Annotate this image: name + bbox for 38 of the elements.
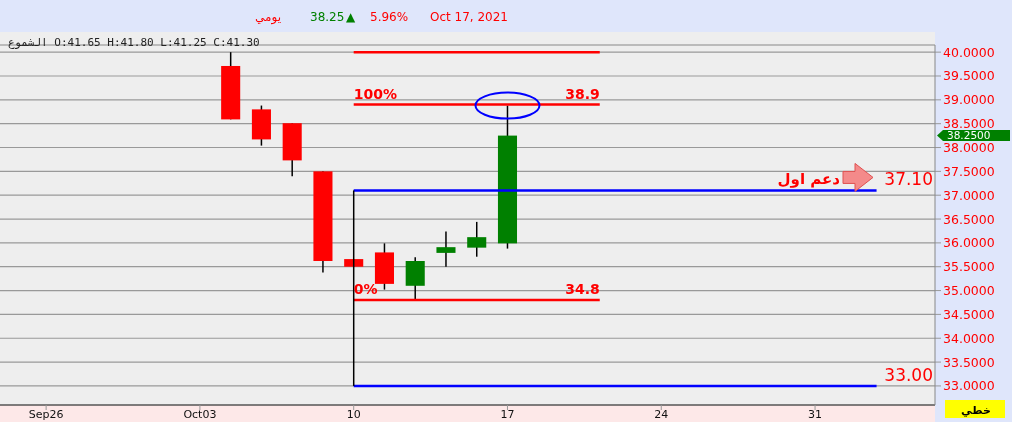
annotation: 0% [353, 281, 378, 298]
y-tick-label: 37.5000 [943, 163, 995, 179]
text: خطي [961, 404, 991, 417]
text: 5.96% [370, 10, 409, 24]
y-tick-label: 34.0000 [943, 330, 995, 346]
x-tick-label: Sep26 [28, 408, 64, 421]
x-tick-label: 24 [654, 408, 669, 421]
y-tick-label: 39.5000 [943, 68, 995, 84]
x-tick-label: Oct03 [183, 408, 217, 421]
annotation: 34.8 [565, 281, 600, 298]
y-tick-label: 36.0000 [943, 235, 995, 251]
x-tick-label: 31 [808, 408, 823, 421]
annotation: 37.10 [884, 169, 933, 189]
annotation: دعم اول [777, 170, 841, 189]
text: 38.2500 [947, 129, 991, 142]
y-tick-label: 36.5000 [943, 211, 995, 227]
y-tick-label: 33.5000 [943, 354, 995, 370]
y-tick-label: 40.0000 [943, 44, 995, 60]
y-tick-label: 37.0000 [943, 187, 995, 203]
candlestick [467, 221, 487, 258]
annotation: 100% [353, 85, 397, 102]
y-tick-label: 38.5000 [943, 116, 995, 132]
y-tick-label: 35.5000 [943, 259, 995, 275]
annotation: الشموع O:41.65 H:41.80 L:41.25 C:41.30 [8, 36, 260, 49]
text: 38.25 [310, 10, 345, 24]
text: Oct 17, 2021 [430, 10, 508, 24]
x-tick-label: 17 [500, 408, 515, 421]
y-tick-label: 34.5000 [943, 306, 995, 322]
annotation: 38.9 [565, 85, 600, 102]
y-tick-label: 38.0000 [943, 140, 995, 156]
candlestick [436, 230, 456, 268]
annotation: 33.00 [884, 365, 933, 385]
y-tick-label: 35.0000 [943, 283, 995, 299]
y-tick-label: 33.0000 [943, 378, 995, 394]
y-tick-label: 39.0000 [943, 92, 995, 108]
text: ▲ [346, 10, 356, 24]
x-tick-label: 10 [346, 408, 361, 421]
text: يومي [255, 10, 281, 25]
